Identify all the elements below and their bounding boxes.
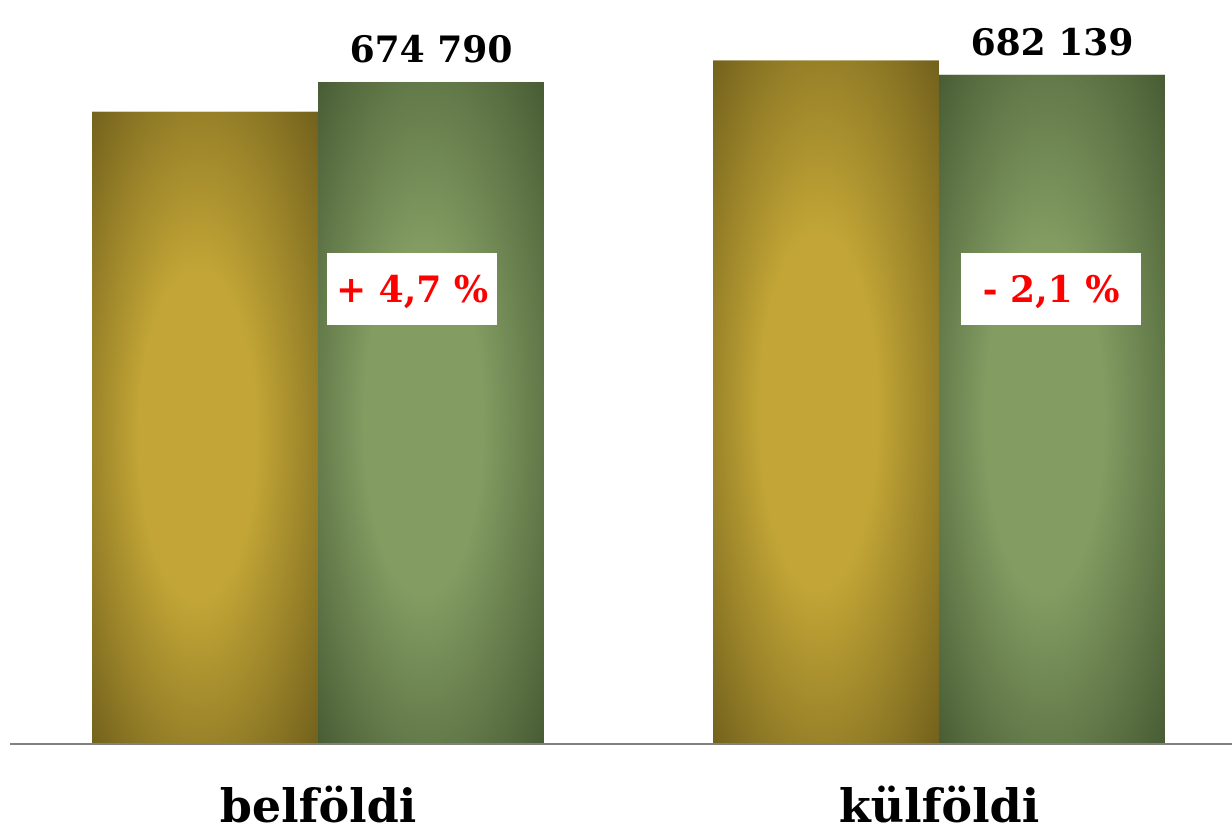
category-label-2: külföldi (839, 779, 1039, 826)
change-label-2: - 2,1 % (983, 269, 1120, 311)
bar-2-2 (939, 74, 1165, 744)
bars-layer (92, 60, 1165, 745)
data-label-2: 682 139 (971, 22, 1134, 64)
change-label-1: + 4,7 % (336, 269, 488, 311)
change-box-2 (961, 253, 1141, 325)
bar-1-1 (92, 111, 318, 745)
category-label-1: belföldi (220, 779, 417, 826)
bar-1-2 (713, 60, 939, 745)
labels-layer: 674 790 + 4,7 % belföldi 682 139 - 2,1 % külf… (220, 22, 1141, 826)
bar-2-1 (318, 81, 544, 744)
change-box-1 (327, 253, 497, 325)
data-label-1: 674 790 (350, 29, 513, 71)
